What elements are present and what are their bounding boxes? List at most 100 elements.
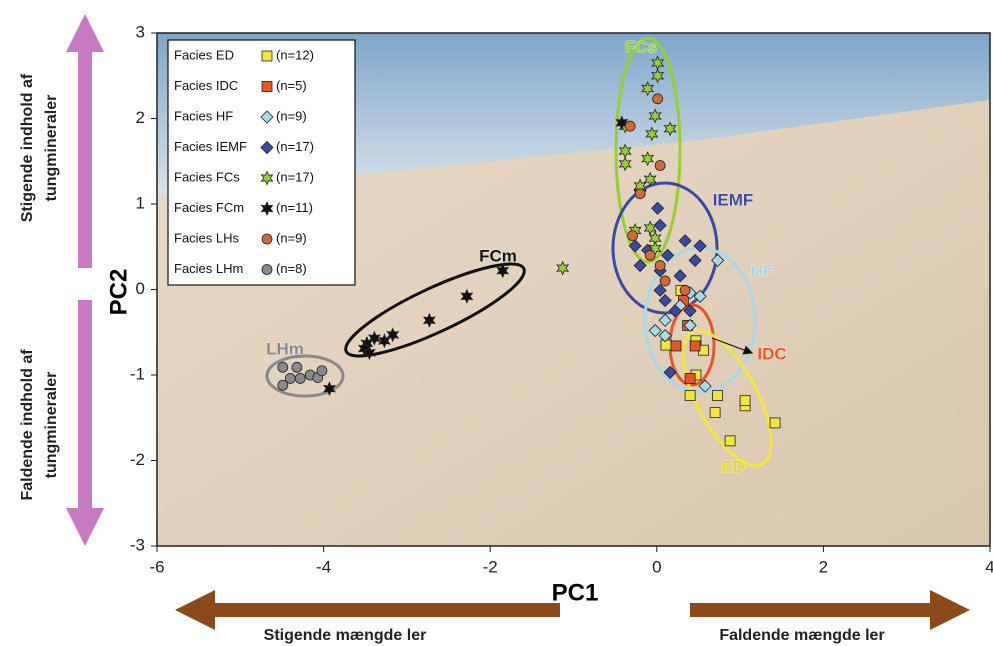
legend-marker — [261, 81, 273, 92]
point — [628, 239, 642, 253]
point — [663, 365, 677, 380]
x-tick-label: 2 — [819, 557, 828, 576]
point — [556, 260, 570, 276]
series — [322, 115, 629, 397]
point — [641, 81, 655, 97]
point — [693, 289, 707, 303]
point — [652, 93, 664, 105]
point — [377, 333, 391, 349]
point — [627, 230, 639, 242]
point — [633, 258, 647, 273]
point — [698, 379, 712, 393]
point — [634, 188, 646, 200]
series — [277, 361, 328, 391]
point — [277, 361, 289, 373]
point — [679, 284, 691, 296]
point — [658, 313, 672, 327]
group-label: IDC — [757, 344, 786, 363]
point — [712, 390, 724, 401]
legend-marker — [260, 140, 274, 155]
point — [654, 260, 666, 271]
point — [711, 253, 725, 267]
y-tick-label: -2 — [130, 450, 145, 469]
point — [651, 68, 665, 84]
x-tick-label: 0 — [652, 557, 661, 576]
point — [322, 381, 336, 397]
y-tick-label: 3 — [136, 22, 145, 41]
legend-label: Facies LHm — [174, 261, 243, 276]
legend-marker — [260, 170, 274, 186]
legend-count: (n=5) — [276, 78, 307, 93]
x-tick-label: 4 — [985, 557, 993, 576]
x-tick-label: -4 — [316, 557, 331, 576]
legend-marker — [260, 200, 274, 217]
point — [668, 304, 682, 318]
point — [660, 339, 672, 351]
point — [648, 108, 662, 124]
point — [688, 253, 702, 267]
point — [641, 151, 655, 167]
point — [643, 220, 657, 236]
point — [624, 120, 636, 132]
point — [670, 340, 682, 352]
point — [678, 234, 692, 248]
point — [769, 417, 781, 429]
point — [284, 373, 296, 384]
legend-count: (n=9) — [276, 108, 307, 123]
group-label: HF — [751, 261, 774, 280]
legend-marker — [261, 50, 273, 62]
legend-marker — [261, 233, 273, 245]
legend-label: Facies FCs — [174, 169, 240, 184]
y-tick-label: 1 — [136, 193, 145, 212]
side-label: Stigende indhold af — [19, 73, 36, 222]
legend-marker — [260, 110, 274, 124]
y-tick-label: -1 — [130, 364, 145, 383]
point — [684, 390, 696, 401]
legend-count: (n=12) — [276, 47, 314, 62]
point — [496, 263, 510, 279]
legend-label: Facies HF — [174, 108, 233, 123]
x-tick-label: -2 — [483, 557, 498, 576]
point — [689, 340, 701, 352]
point — [422, 312, 436, 328]
point — [648, 323, 662, 338]
side-label: Stigende mængde ler — [264, 627, 427, 644]
point — [653, 283, 667, 297]
point — [362, 345, 376, 361]
group-label: LHm — [266, 339, 304, 358]
x-tick-label: -6 — [149, 557, 164, 576]
point — [618, 156, 632, 172]
legend-label: Facies IDC — [174, 78, 238, 93]
point — [367, 330, 381, 346]
legend-label: Facies IEMF — [174, 139, 247, 154]
legend-label: Facies FCm — [174, 200, 244, 215]
legend-label: Facies LHs — [174, 230, 240, 245]
point — [661, 248, 675, 262]
side-label: Faldende indhold af — [19, 349, 36, 501]
point — [316, 365, 328, 377]
legend-count: (n=9) — [276, 230, 307, 245]
group-label: FCs — [625, 37, 657, 56]
point — [673, 269, 687, 283]
point — [460, 288, 474, 304]
side-label: tungmineraler — [43, 95, 60, 202]
point — [645, 126, 659, 142]
legend-count: (n=11) — [276, 200, 313, 215]
point — [724, 435, 736, 447]
y-tick-label: 0 — [136, 279, 145, 298]
point — [291, 361, 303, 373]
y-tick-label: -3 — [130, 535, 145, 554]
legend-marker — [261, 264, 273, 275]
point — [294, 373, 306, 384]
point — [663, 121, 677, 137]
point — [683, 304, 697, 318]
point — [643, 171, 657, 187]
legend-label: Facies ED — [174, 47, 234, 62]
group-label: FCm — [479, 246, 517, 265]
group-ellipses — [265, 36, 773, 468]
series — [556, 55, 677, 276]
side-arrows — [66, 14, 970, 630]
group-label: IEMF — [713, 190, 754, 209]
point — [684, 373, 696, 384]
point — [739, 395, 751, 407]
